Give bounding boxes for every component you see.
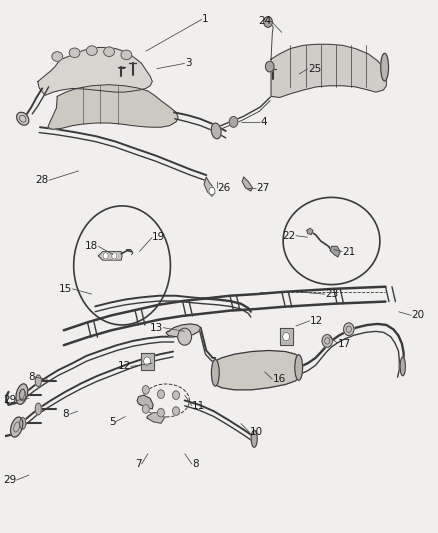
Text: 20: 20 [411, 310, 424, 320]
Polygon shape [137, 395, 153, 409]
Text: 4: 4 [260, 117, 267, 127]
Polygon shape [307, 228, 313, 235]
Circle shape [265, 61, 274, 72]
Ellipse shape [35, 375, 41, 386]
Circle shape [173, 407, 180, 415]
Text: 1: 1 [202, 14, 208, 25]
Text: 13: 13 [150, 322, 163, 333]
Polygon shape [280, 328, 293, 345]
Circle shape [283, 333, 290, 341]
Circle shape [142, 385, 149, 394]
Text: 29: 29 [3, 395, 16, 406]
Circle shape [142, 405, 149, 413]
Text: 21: 21 [343, 247, 356, 256]
Circle shape [158, 390, 164, 398]
Text: 5: 5 [109, 417, 116, 427]
Text: 29: 29 [3, 475, 16, 485]
Text: 12: 12 [117, 361, 131, 372]
Ellipse shape [104, 47, 114, 56]
Text: 16: 16 [272, 374, 286, 384]
Polygon shape [330, 246, 340, 257]
Text: 18: 18 [85, 241, 98, 251]
Ellipse shape [211, 123, 221, 139]
Ellipse shape [52, 52, 63, 61]
Circle shape [264, 17, 272, 27]
Polygon shape [48, 85, 178, 130]
Circle shape [103, 253, 108, 259]
Text: 25: 25 [308, 64, 321, 74]
Text: 12: 12 [310, 316, 323, 326]
Polygon shape [271, 44, 386, 98]
Text: 27: 27 [256, 183, 269, 193]
Ellipse shape [86, 46, 97, 55]
Ellipse shape [69, 48, 80, 58]
Polygon shape [98, 252, 122, 260]
Ellipse shape [381, 53, 389, 81]
Circle shape [322, 335, 332, 348]
Ellipse shape [16, 384, 28, 405]
Circle shape [144, 357, 151, 366]
Text: 23: 23 [325, 289, 338, 299]
Ellipse shape [121, 50, 132, 60]
Circle shape [173, 391, 180, 399]
Text: 7: 7 [135, 459, 141, 469]
Text: 19: 19 [152, 232, 166, 243]
Circle shape [209, 187, 215, 195]
Ellipse shape [20, 417, 26, 429]
Text: 15: 15 [59, 284, 72, 294]
Text: 28: 28 [35, 175, 49, 185]
Ellipse shape [400, 357, 405, 376]
Circle shape [158, 408, 164, 417]
Circle shape [229, 117, 238, 127]
Polygon shape [204, 177, 215, 196]
Polygon shape [215, 351, 299, 390]
Text: 10: 10 [250, 427, 262, 438]
Text: 3: 3 [185, 59, 191, 68]
Polygon shape [141, 353, 154, 369]
Text: 8: 8 [192, 459, 199, 469]
Polygon shape [147, 413, 164, 423]
Ellipse shape [251, 430, 257, 447]
Text: 26: 26 [217, 183, 230, 193]
Ellipse shape [17, 112, 29, 125]
Text: 24: 24 [258, 16, 271, 26]
Polygon shape [242, 177, 252, 191]
Text: 8: 8 [63, 409, 69, 419]
Ellipse shape [295, 355, 303, 380]
Circle shape [112, 253, 117, 259]
Ellipse shape [212, 360, 219, 386]
Circle shape [178, 328, 191, 345]
Ellipse shape [20, 389, 26, 401]
Ellipse shape [11, 417, 23, 437]
Text: 8: 8 [28, 372, 35, 382]
Text: 22: 22 [283, 231, 296, 241]
Text: 17: 17 [338, 338, 351, 349]
Circle shape [343, 323, 354, 336]
Polygon shape [166, 324, 201, 337]
Polygon shape [38, 47, 152, 95]
Ellipse shape [35, 403, 41, 415]
Text: 11: 11 [192, 401, 205, 411]
